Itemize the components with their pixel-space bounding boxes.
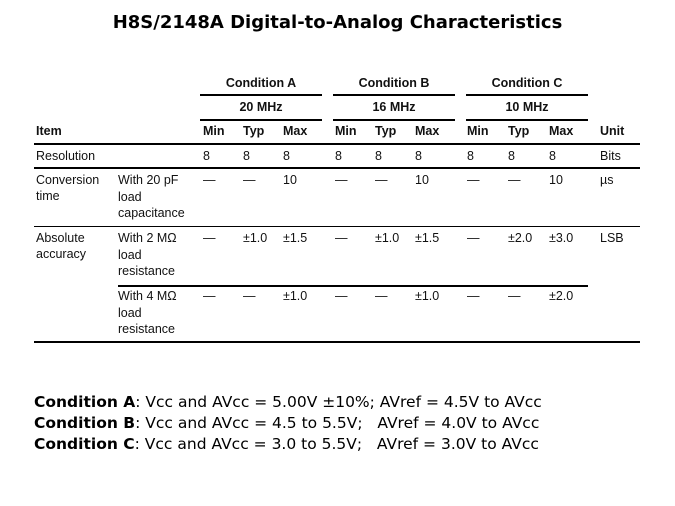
cell-value: — [335,173,348,187]
condition-header: Condition B [358,76,430,90]
cell-value: ±1.5 [415,231,440,245]
cell-value: 8 [243,149,250,163]
row-unit: Bits [600,149,621,163]
cell-value: 10 [549,173,563,187]
row-item: accuracy [36,247,87,261]
row-condition: resistance [118,322,175,336]
table-rule [34,167,640,169]
cell-value: ±1.0 [283,289,308,303]
condition-header: Condition A [225,76,297,90]
cell-value: — [508,289,521,303]
cell-value: — [467,173,480,187]
cell-value: 10 [283,173,297,187]
cell-value: — [375,289,388,303]
cell-value: 8 [467,149,474,163]
table-rule [333,119,455,121]
row-item: Conversion [36,173,100,187]
cell-value: 8 [203,149,210,163]
column-header-min: Min [467,124,489,138]
row-unit: LSB [600,231,624,245]
row-condition: resistance [118,264,175,278]
frequency-header: 10 MHz [505,100,549,114]
condition-note: Condition A: Vcc and AVcc = 5.00V ±10%; … [34,393,542,411]
cell-value: 10 [415,173,429,187]
row-condition: load [118,305,142,320]
cell-value: — [467,231,480,245]
table-rule [34,226,640,227]
column-header-item: Item [36,124,62,138]
cell-value: — [375,173,388,187]
cell-value: ±1.5 [283,231,308,245]
cell-value: — [335,289,348,303]
row-item: Absolute [36,231,85,245]
condition-note-text: : Vcc and AVcc = 3.0 to 5.5V; AVref = 3.… [134,435,539,453]
table-rule [200,94,322,96]
table-rule [333,94,455,96]
cell-value: ±1.0 [243,231,268,245]
condition-note: Condition C: Vcc and AVcc = 3.0 to 5.5V;… [34,435,539,453]
cell-value: ±2.0 [549,289,574,303]
cell-value: ±1.0 [415,289,440,303]
cell-value: — [203,173,216,187]
condition-header: Condition C [491,76,563,90]
cell-value: 8 [415,149,422,163]
column-header-min: Min [335,124,357,138]
column-header-max: Max [415,124,440,138]
cell-value: 8 [375,149,382,163]
table-rule [466,94,588,96]
cell-value: — [203,231,216,245]
cell-value: — [508,173,521,187]
table-rule [34,143,640,145]
column-header-typ: Typ [375,124,397,138]
column-header-min: Min [203,124,225,138]
row-item: Resolution [36,149,96,163]
cell-value: ±3.0 [549,231,574,245]
row-condition: With 4 MΩ [118,289,177,303]
cell-value: ±2.0 [508,231,533,245]
table-rule [466,119,588,121]
row-condition: With 2 MΩ [118,231,177,245]
page-title: H8S/2148A Digital-to-Analog Characterist… [112,12,563,33]
cell-value: — [203,289,216,303]
row-condition: With 20 pF [118,173,179,187]
row-condition: load [118,189,142,204]
table-rule [118,285,588,287]
condition-note-label: Condition C [34,435,135,453]
column-header-max: Max [549,124,574,138]
frequency-header: 16 MHz [372,100,416,114]
column-header-max: Max [283,124,308,138]
cell-value: 8 [508,149,515,163]
condition-note-label: Condition B [34,414,136,432]
cell-value: — [243,289,256,303]
row-condition: load [118,247,142,262]
row-unit: µs [600,173,614,187]
condition-note-label: Condition A [34,393,136,411]
cell-value: — [243,173,256,187]
cell-value: 8 [335,149,342,163]
column-header-unit: Unit [600,124,625,138]
table-rule [34,341,640,343]
row-condition: capacitance [118,206,185,220]
frequency-header: 20 MHz [239,100,283,114]
table-rule [200,119,322,121]
cell-value: — [467,289,480,303]
row-item: time [36,189,60,203]
condition-note-text: : Vcc and AVcc = 4.5 to 5.5V; AVref = 4.… [135,414,540,432]
column-header-typ: Typ [243,124,265,138]
cell-value: 8 [283,149,290,163]
condition-note-text: : Vcc and AVcc = 5.00V ±10%; AVref = 4.5… [135,393,542,411]
cell-value: 8 [549,149,556,163]
cell-value: — [335,231,348,245]
condition-note: Condition B: Vcc and AVcc = 4.5 to 5.5V;… [34,414,539,432]
column-header-typ: Typ [508,124,530,138]
cell-value: ±1.0 [375,231,400,245]
